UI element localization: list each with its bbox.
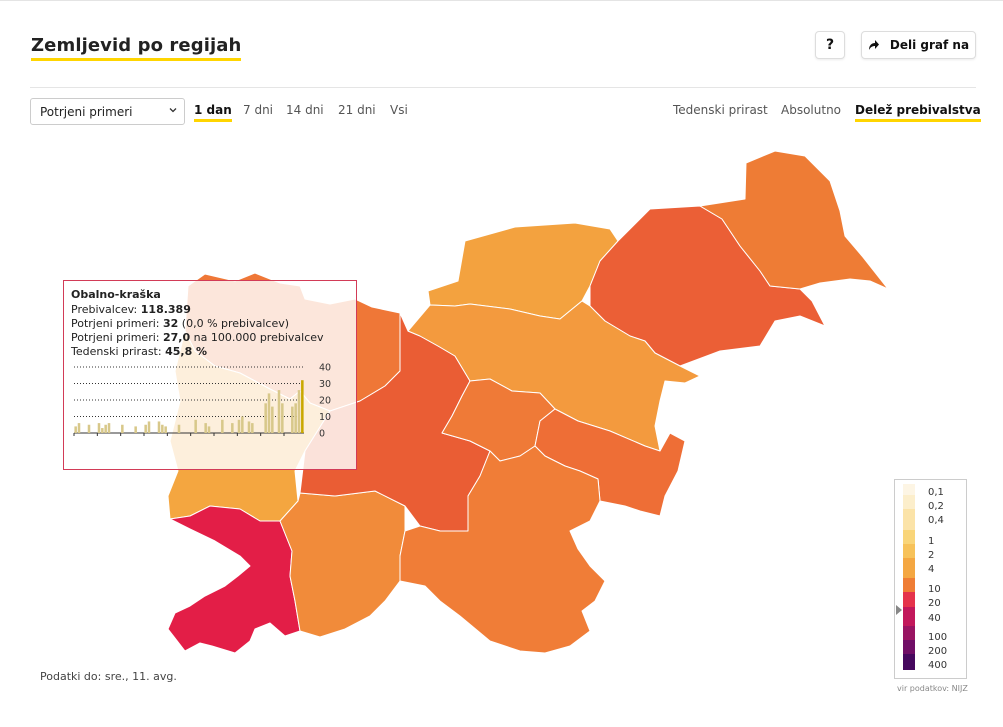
- legend-label: 0,2: [928, 501, 944, 512]
- legend-swatch: [903, 484, 915, 498]
- chart-bar: [161, 424, 164, 433]
- share-button[interactable]: Deli graf na: [861, 31, 976, 59]
- chart-bar: [77, 423, 81, 433]
- legend-swatch: [903, 509, 915, 530]
- legend-swatch: [903, 592, 915, 607]
- region-primorsko-notranjska[interactable]: [279, 490, 406, 638]
- tab-14-dni[interactable]: 14 dni: [286, 103, 324, 117]
- chart-bar: [144, 424, 147, 433]
- legend-swatch: [903, 544, 915, 558]
- chart-bar: [251, 423, 254, 433]
- legend-swatch: [903, 654, 915, 670]
- chart-bar: [294, 403, 297, 433]
- legend-label: 200: [928, 646, 948, 657]
- chart-bar: [291, 406, 294, 433]
- region-pomurska[interactable]: [699, 150, 889, 290]
- legend-swatch: [903, 607, 915, 626]
- y-tick-label: 30: [319, 379, 331, 390]
- chart-bar: [177, 424, 181, 433]
- chart-bar: [277, 390, 281, 433]
- chart-bar: [221, 419, 224, 433]
- chart-bar: [194, 419, 197, 433]
- data-date: Podatki do: sre., 11. avg.: [40, 670, 177, 683]
- metric-select-value: Potrjeni primeri: [40, 104, 133, 119]
- tooltip-bar-chart: 0 10 20 30 40: [73, 363, 331, 440]
- y-tick-label: 40: [319, 363, 331, 374]
- region-jugovzhodna-slovenija[interactable]: [399, 445, 606, 654]
- tab-tedenski-prirast[interactable]: Tedenski prirast: [673, 103, 768, 117]
- chart-bar: [87, 424, 91, 433]
- chevron-down-icon: [169, 108, 177, 113]
- legend-label: 0,1: [928, 487, 944, 498]
- chart-bar: [271, 406, 274, 433]
- legend-swatch: [903, 640, 915, 654]
- legend-swatch: [903, 626, 915, 640]
- metric-select[interactable]: Potrjeni primeri: [30, 98, 185, 125]
- legend-label: 2: [928, 550, 935, 561]
- tooltip-population: Prebivalcev: 118.389: [71, 303, 191, 316]
- tooltip-growth: Tedenski prirast: 45,8 %: [71, 345, 208, 358]
- chart-bar: [134, 426, 137, 433]
- chart-bar: [121, 424, 124, 433]
- share-arrow-icon: [868, 40, 879, 50]
- legend-label: 10: [928, 584, 941, 595]
- chart-bar: [241, 416, 244, 433]
- chart-bar: [204, 423, 207, 433]
- legend-label: 1: [928, 536, 935, 547]
- chart-bar: [231, 423, 234, 433]
- chart-bar: [164, 426, 167, 433]
- chart-bar: [74, 426, 77, 433]
- y-tick-label: 0: [319, 429, 325, 440]
- chart-bar: [157, 421, 161, 433]
- chart-bar: [264, 403, 267, 433]
- share-button-label: Deli graf na: [889, 38, 970, 52]
- chart-bar: [107, 423, 111, 433]
- help-button[interactable]: ?: [815, 31, 845, 59]
- chart-bar: [281, 403, 284, 433]
- legend-label: 4: [928, 564, 935, 575]
- legend-swatch: [903, 530, 915, 544]
- data-source: vir podatkov: NIJZ: [897, 684, 968, 693]
- tooltip-per100k: Potrjeni primeri: 27,0 na 100.000 prebiv…: [71, 331, 324, 344]
- tab-absolutno[interactable]: Absolutno: [781, 103, 842, 117]
- region-obalno-kraska[interactable]: [167, 505, 301, 654]
- chart-bar: [301, 380, 304, 433]
- legend-swatch: [903, 558, 915, 578]
- tab-delez-prebivalstva[interactable]: Delež prebivalstva: [855, 103, 981, 122]
- chart-bar: [104, 424, 107, 433]
- legend-label: 40: [928, 613, 941, 624]
- chart-bar: [97, 423, 101, 433]
- legend-label: 400: [928, 660, 948, 671]
- chart-bar: [267, 393, 271, 433]
- chart-bar: [147, 421, 151, 433]
- tooltip-region-name: Obalno-kraška: [71, 288, 161, 301]
- legend-swatch: [903, 578, 915, 592]
- region-tooltip: Obalno-kraška Prebivalcev: 118.389 Potrj…: [63, 280, 357, 470]
- legend-swatch: [903, 495, 915, 509]
- legend-label: 100: [928, 632, 948, 643]
- legend-label: 20: [928, 598, 941, 609]
- tab-1-dan[interactable]: 1 dan: [194, 103, 232, 122]
- tooltip-cases: Potrjeni primeri: 32 (0,0 % prebivalcev): [71, 317, 290, 330]
- chart-bar: [207, 426, 211, 433]
- legend-label: 0,4: [928, 515, 944, 526]
- tab-vsi[interactable]: Vsi: [390, 103, 408, 117]
- header-divider: [30, 87, 976, 88]
- y-tick-label: 10: [319, 412, 331, 423]
- legend-pointer-icon: [896, 605, 902, 615]
- tab-7-dni[interactable]: 7 dni: [243, 103, 274, 117]
- chart-bar: [101, 428, 104, 433]
- y-tick-label: 20: [319, 396, 331, 407]
- chart-bar: [237, 419, 241, 433]
- chart-bar: [297, 390, 301, 433]
- page-title: Zemljevid po regijah: [31, 35, 242, 61]
- chart-bar: [247, 421, 251, 433]
- tab-21-dni[interactable]: 21 dni: [338, 103, 376, 117]
- color-legend: 0,1 0,2 0,4 1 2 4 10 20 40 100 200 400: [894, 479, 967, 679]
